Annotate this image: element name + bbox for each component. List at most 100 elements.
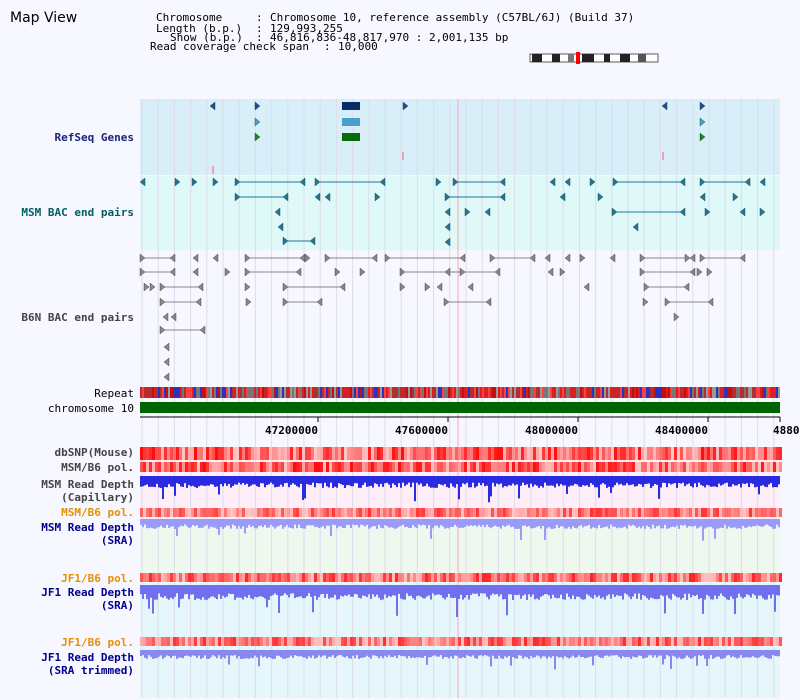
msm-bac-end[interactable]: [174, 177, 181, 187]
msm-bac-pair[interactable]: [611, 207, 618, 217]
track-label-msm-depth-sra[interactable]: MSM Read Depth: [41, 521, 134, 534]
b6n-bac-end[interactable]: [192, 253, 199, 263]
msm-bac-end[interactable]: [704, 207, 711, 217]
msm-bac-end[interactable]: [277, 222, 284, 232]
b6n-bac-pair[interactable]: [371, 253, 378, 263]
track-label-msm-b6-pol[interactable]: MSM/B6 pol.: [61, 461, 134, 474]
refseq-gene[interactable]: [254, 117, 261, 127]
msm-bac-end[interactable]: [559, 192, 566, 202]
msm-bac-end[interactable]: [444, 222, 451, 232]
msm-bac-end[interactable]: [444, 237, 451, 247]
msm-bac-end[interactable]: [732, 192, 739, 202]
b6n-bac-pair[interactable]: [529, 253, 536, 263]
msm-bac-pair[interactable]: [282, 236, 289, 246]
b6n-bac-pair[interactable]: [244, 253, 251, 263]
b6n-bac-end[interactable]: [163, 357, 170, 367]
b6n-bac-pair[interactable]: [324, 253, 331, 263]
msm-bac-pair[interactable]: [699, 177, 706, 187]
refseq-gene[interactable]: [402, 101, 409, 111]
b6n-bac-end[interactable]: [424, 282, 431, 292]
msm-bac-end[interactable]: [564, 177, 571, 187]
msm-bac-end[interactable]: [314, 192, 321, 202]
msm-bac-end[interactable]: [484, 207, 491, 217]
b6n-bac-end[interactable]: [192, 267, 199, 277]
b6n-bac-pair[interactable]: [739, 253, 746, 263]
msm-bac-pair[interactable]: [612, 177, 619, 187]
b6n-bac-pair[interactable]: [399, 267, 406, 277]
b6n-bac-end[interactable]: [579, 253, 586, 263]
b6n-bac-end[interactable]: [399, 282, 406, 292]
b6n-bac-end[interactable]: [706, 267, 713, 277]
msm-bac-end[interactable]: [739, 207, 746, 217]
refseq-gene[interactable]: [699, 132, 706, 142]
b6n-bac-end[interactable]: [212, 253, 219, 263]
b6n-bac-end[interactable]: [245, 297, 252, 307]
msm-bac-end[interactable]: [212, 177, 219, 187]
b6n-bac-end[interactable]: [244, 282, 251, 292]
b6n-bac-pair[interactable]: [494, 267, 501, 277]
b6n-bac-pair[interactable]: [689, 267, 696, 277]
msm-bac-pair[interactable]: [234, 177, 241, 187]
b6n-bac-end[interactable]: [163, 342, 170, 352]
b6n-bac-end[interactable]: [459, 267, 466, 277]
msm-bac-end[interactable]: [464, 207, 471, 217]
b6n-bac-pair[interactable]: [139, 253, 146, 263]
b6n-bac-end[interactable]: [143, 282, 150, 292]
b6n-bac-pair[interactable]: [169, 267, 176, 277]
b6n-bac-end[interactable]: [444, 267, 451, 277]
b6n-bac-pair[interactable]: [384, 253, 391, 263]
b6n-bac-pair[interactable]: [639, 253, 646, 263]
b6n-bac-pair[interactable]: [195, 297, 202, 307]
msm-bac-end[interactable]: [374, 192, 381, 202]
b6n-bac-pair[interactable]: [699, 253, 706, 263]
b6n-bac-end[interactable]: [559, 267, 566, 277]
b6n-bac-end[interactable]: [149, 282, 156, 292]
msm-bac-end[interactable]: [699, 192, 706, 202]
b6n-bac-pair[interactable]: [316, 297, 323, 307]
msm-bac-pair[interactable]: [452, 177, 459, 187]
msm-bac-end[interactable]: [759, 207, 766, 217]
msm-bac-pair[interactable]: [309, 236, 316, 246]
feature-layer[interactable]: [139, 101, 766, 382]
msm-bac-pair[interactable]: [499, 177, 506, 187]
b6n-bac-end[interactable]: [304, 253, 311, 263]
msm-bac-pair[interactable]: [499, 192, 506, 202]
refseq-gene[interactable]: [254, 101, 261, 111]
refseq-gene[interactable]: [699, 101, 706, 111]
b6n-bac-pair[interactable]: [299, 253, 306, 263]
track-label-refseq-genes[interactable]: RefSeq Genes: [54, 131, 134, 144]
b6n-bac-end[interactable]: [162, 312, 169, 322]
b6n-bac-end[interactable]: [436, 282, 443, 292]
b6n-bac-end[interactable]: [642, 297, 649, 307]
b6n-bac-end[interactable]: [684, 253, 691, 263]
msm-bac-pair[interactable]: [234, 192, 241, 202]
b6n-bac-end[interactable]: [609, 253, 616, 263]
b6n-bac-pair[interactable]: [169, 253, 176, 263]
b6n-bac-end[interactable]: [170, 312, 177, 322]
b6n-bac-pair[interactable]: [244, 267, 251, 277]
msm-bac-end[interactable]: [549, 177, 556, 187]
refseq-gene[interactable]: [209, 101, 216, 111]
msm-bac-pair[interactable]: [379, 177, 386, 187]
b6n-bac-end[interactable]: [163, 372, 170, 382]
b6n-bac-pair[interactable]: [443, 297, 450, 307]
b6n-bac-end[interactable]: [673, 312, 680, 322]
b6n-bac-end[interactable]: [696, 267, 703, 277]
msm-bac-end[interactable]: [274, 207, 281, 217]
refseq-gene[interactable]: [699, 117, 706, 127]
track-label-msm-bac[interactable]: MSM BAC end pairs: [21, 206, 134, 219]
track-label-jf1-b6-pol[interactable]: JF1/B6 pol.: [61, 572, 134, 585]
msm-bac-end[interactable]: [759, 177, 766, 187]
b6n-bac-pair[interactable]: [689, 253, 696, 263]
track-label-msm-depth-capillary[interactable]: MSM Read Depth: [41, 478, 134, 491]
b6n-bac-pair[interactable]: [489, 253, 496, 263]
b6n-bac-pair[interactable]: [139, 267, 146, 277]
b6n-bac-pair[interactable]: [159, 297, 166, 307]
b6n-bac-pair[interactable]: [282, 297, 289, 307]
msm-bac-end[interactable]: [191, 177, 198, 187]
b6n-bac-end[interactable]: [334, 267, 341, 277]
msm-bac-end[interactable]: [435, 177, 442, 187]
b6n-bac-pair[interactable]: [664, 297, 671, 307]
b6n-bac-pair[interactable]: [485, 297, 492, 307]
